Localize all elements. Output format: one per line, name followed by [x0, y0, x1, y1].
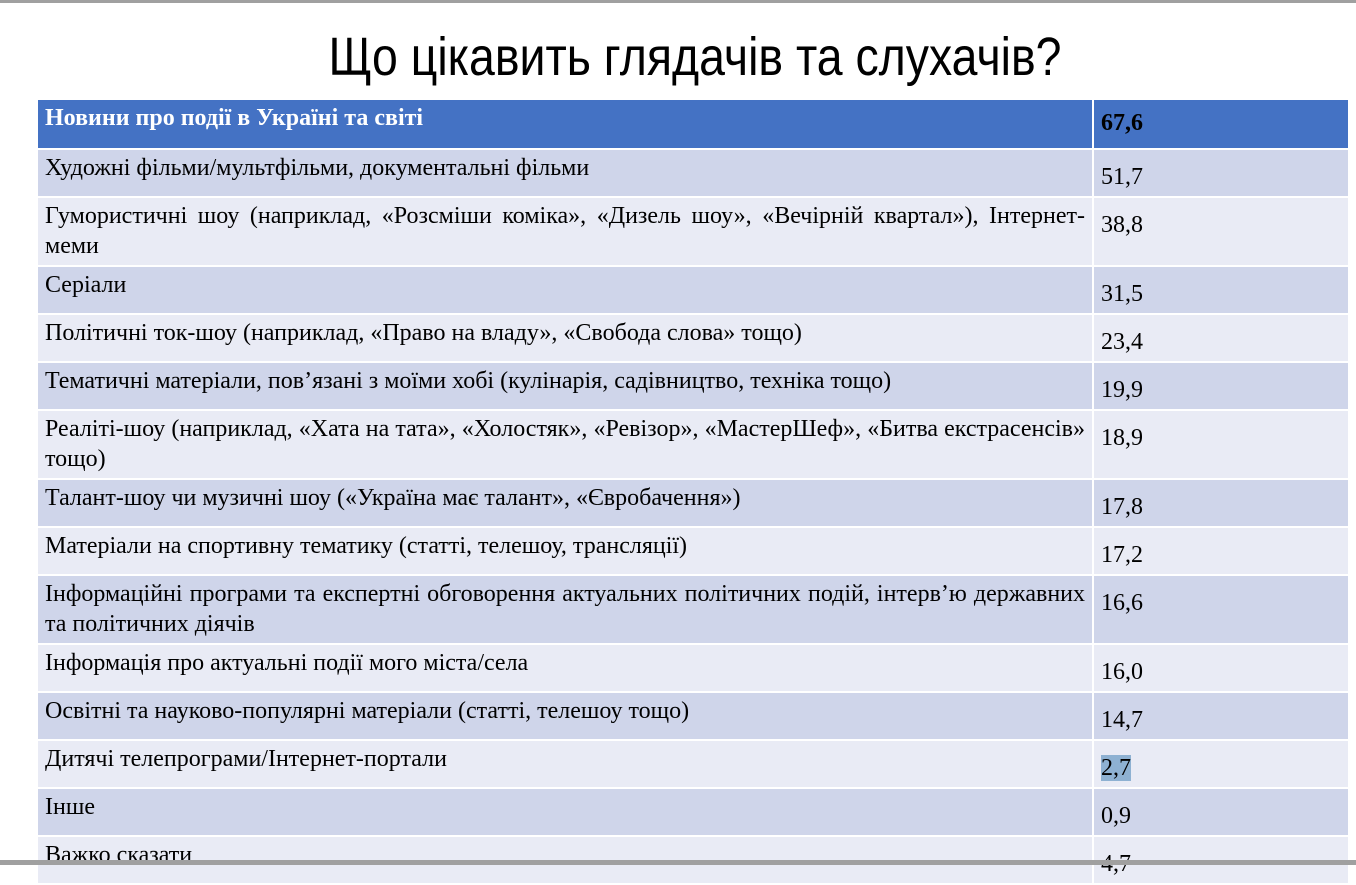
row-value: 14,7	[1092, 691, 1350, 741]
table-row: Художні фільми/мультфільми, документальн…	[36, 148, 1350, 198]
row-label: Матеріали на спортивну тематику (статті,…	[36, 526, 1094, 576]
row-value: 16,6	[1092, 574, 1350, 645]
table-row: Інформація про актуальні події мого міст…	[36, 643, 1350, 693]
row-label: Освітні та науково-популярні матеріали (…	[36, 691, 1094, 741]
selected-value[interactable]: 2,7	[1101, 755, 1131, 781]
table-header-row: Новини про події в Україні та світі 67,6	[36, 98, 1350, 150]
table-row: Освітні та науково-популярні матеріали (…	[36, 691, 1350, 741]
row-label: Гумористичні шоу (наприклад, «Розсміши к…	[36, 196, 1094, 267]
row-value: 16,0	[1092, 643, 1350, 693]
row-value: 67,6	[1092, 98, 1350, 150]
row-label: Серіали	[36, 265, 1094, 315]
row-label: Талант-шоу чи музичні шоу («Україна має …	[36, 478, 1094, 528]
bottom-border	[0, 860, 1356, 865]
row-label: Інформація про актуальні події мого міст…	[36, 643, 1094, 693]
table-row: Інформаційні програми та експертні обгов…	[36, 574, 1350, 645]
row-value: 0,9	[1092, 787, 1350, 837]
table-row: Політичні ток-шоу (наприклад, «Право на …	[36, 313, 1350, 363]
table-row: Гумористичні шоу (наприклад, «Розсміши к…	[36, 196, 1350, 267]
row-label: Тематичні матеріали, пов’язані з моїми х…	[36, 361, 1094, 411]
table-row: Реаліті-шоу (наприклад, «Хата на тата», …	[36, 409, 1350, 480]
row-label: Реаліті-шоу (наприклад, «Хата на тата», …	[36, 409, 1094, 480]
table-row: Інше 0,9	[36, 787, 1350, 837]
results-table: Новини про події в Україні та світі 67,6…	[36, 98, 1350, 885]
table-row: Талант-шоу чи музичні шоу («Україна має …	[36, 478, 1350, 528]
row-value: 38,8	[1092, 196, 1350, 267]
row-label: Інше	[36, 787, 1094, 837]
table-row: Серіали 31,5	[36, 265, 1350, 315]
top-border	[0, 0, 1356, 3]
row-value: 2,7	[1092, 739, 1350, 789]
row-label: Художні фільми/мультфільми, документальн…	[36, 148, 1094, 198]
row-value: 18,9	[1092, 409, 1350, 480]
slide-title: Що цікавить глядачів та слухачів?	[328, 27, 1062, 87]
row-value: 17,2	[1092, 526, 1350, 576]
row-value: 17,8	[1092, 478, 1350, 528]
row-value: 23,4	[1092, 313, 1350, 363]
row-label: Новини про події в Україні та світі	[36, 98, 1094, 150]
row-label: Політичні ток-шоу (наприклад, «Право на …	[36, 313, 1094, 363]
table-row: Матеріали на спортивну тематику (статті,…	[36, 526, 1350, 576]
row-label: Дитячі телепрограми/Інтернет-портали	[36, 739, 1094, 789]
row-value: 31,5	[1092, 265, 1350, 315]
table-row: Тематичні матеріали, пов’язані з моїми х…	[36, 361, 1350, 411]
row-value: 51,7	[1092, 148, 1350, 198]
row-value: 19,9	[1092, 361, 1350, 411]
table-row: Дитячі телепрограми/Інтернет-портали 2,7	[36, 739, 1350, 789]
row-label: Інформаційні програми та експертні обгов…	[36, 574, 1094, 645]
